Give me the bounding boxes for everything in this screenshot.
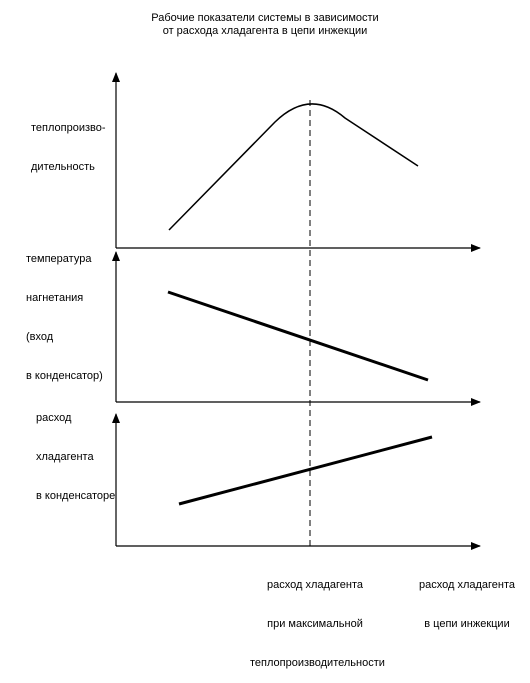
condenser-flow-line [178,435,433,506]
label-condenser-line-1: расход [36,412,72,424]
label-optimum-line-1: расход хладагента [266,579,364,591]
label-optimum-flow: расход хладагента при максимальной тепло… [250,553,385,683]
label-temperature-line-1: температура [26,253,92,265]
title-line-1: Рабочие показатели системы в зависимости [151,12,379,24]
title-line-2: от расхода хладагента в цепи инжекции [162,25,368,37]
label-condenser-flow: расход хладагента в конденсаторе [36,386,115,516]
label-condenser-line-3: в конденсаторе [36,490,116,502]
label-condenser-line-2: хладагента [36,451,94,463]
label-injection-line-1: расход хладагента [418,579,516,591]
label-discharge-temperature: температура нагнетания (вход в конденсат… [26,227,103,396]
label-optimum-line-2: при максимальной [267,618,363,630]
label-injection-line-2: в цепи инжекции [424,618,510,630]
diagram-title: Рабочие показатели системы в зависимости… [0,12,530,38]
temperature-line [167,290,429,382]
label-capacity-line-1: теплопроизво- [31,122,106,134]
label-injection-flow: расход хладагента в цепи инжекции [408,553,526,644]
diagram-canvas [112,72,481,550]
label-capacity-line-2: дительность [31,161,95,173]
capacity-curve [168,103,419,231]
label-capacity: теплопроизво- дительность [31,96,106,187]
label-optimum-line-3: теплопроизводительности [250,657,385,669]
label-temperature-line-3: (вход [26,331,54,343]
label-temperature-line-2: нагнетания [26,292,84,304]
label-temperature-line-4: в конденсатор) [26,370,103,382]
